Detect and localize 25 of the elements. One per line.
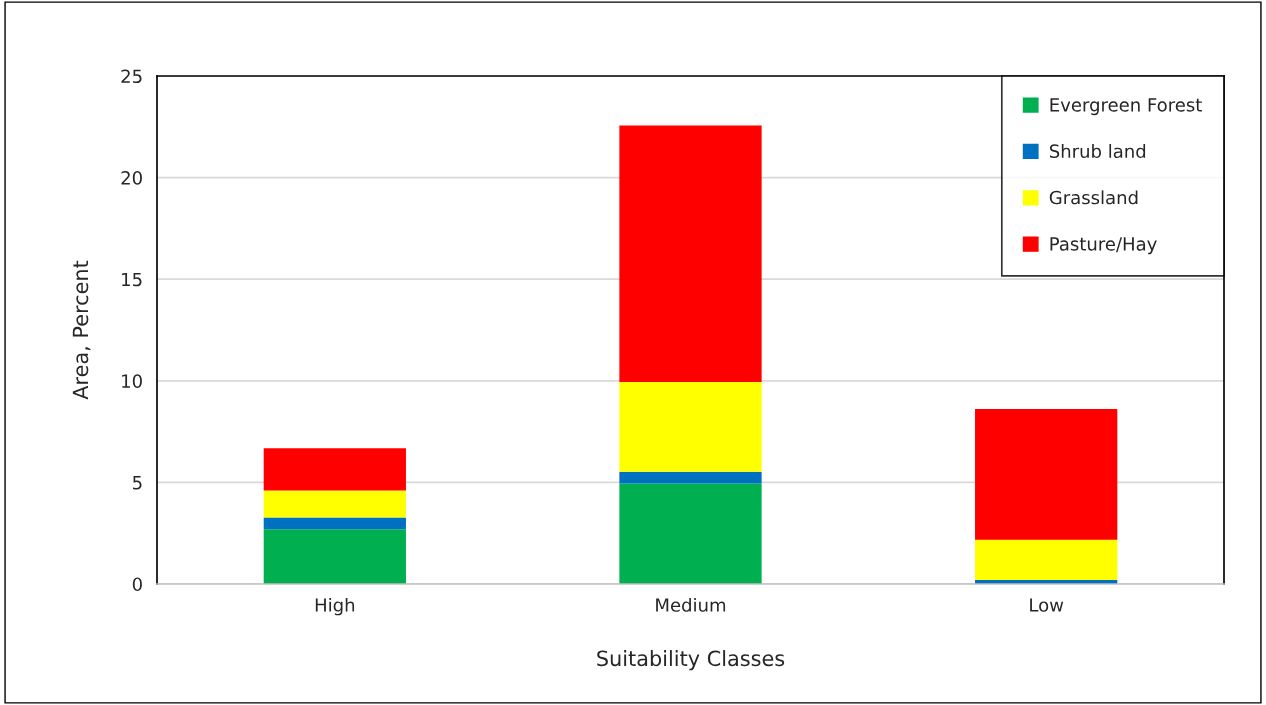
x-axis-title: Suitability Classes (597, 650, 785, 671)
y-tick-label: 20 (121, 171, 142, 185)
bar (263, 517, 406, 530)
y-tick-label: 10 (122, 374, 142, 388)
y-tick-label: 0 (132, 577, 142, 592)
bar (619, 125, 762, 383)
y-tick-label: 25 (121, 69, 142, 84)
bar (263, 448, 406, 491)
legend-label: Grassland (1049, 190, 1138, 205)
bar (263, 490, 406, 518)
bar (619, 483, 762, 584)
bar (975, 409, 1118, 540)
bar (619, 382, 762, 472)
bar (975, 539, 1118, 580)
y-axis-title: Area, Percent (72, 260, 91, 400)
x-tick-label: Medium (656, 597, 726, 612)
legend-label: Shrub land (1049, 144, 1146, 159)
legend-label: Evergreen Forest (1050, 98, 1202, 116)
legend-label: Pasture/Hay (1050, 237, 1157, 255)
y-tick-label: 5 (133, 476, 142, 490)
x-tick-label: High (315, 597, 355, 616)
bar (263, 529, 406, 584)
x-tick-label: Low (1030, 598, 1064, 612)
bar (619, 471, 762, 484)
y-tick-label: 15 (122, 272, 142, 287)
